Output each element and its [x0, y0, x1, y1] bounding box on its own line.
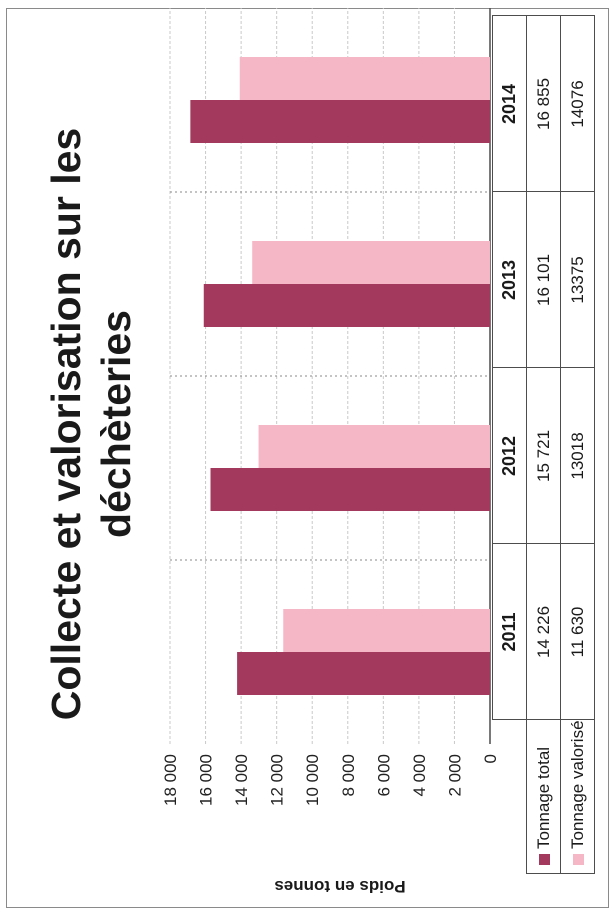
year-header: 2014 [492, 15, 527, 192]
bar-tonnage-valorise [258, 425, 490, 468]
data-cell: 14076 [560, 15, 595, 192]
data-cell: 16 101 [526, 191, 561, 368]
data-table-row-valorise: Tonnage valorisé 11 630 13018 13375 1407… [560, 15, 595, 874]
data-cell: 14 226 [526, 543, 561, 720]
data-cell: 15 721 [526, 367, 561, 544]
data-cell: 13018 [560, 367, 595, 544]
year-header: 2011 [492, 543, 527, 720]
data-cell: 16 855 [526, 15, 561, 192]
data-table-header-row: 2011 2012 2013 2014 [492, 15, 527, 874]
data-cell: 11 630 [560, 543, 595, 720]
bar-tonnage-total [237, 652, 490, 695]
y-tick-label: 16 000 [197, 754, 216, 806]
data-table-row-total: Tonnage total 14 226 15 721 16 101 16 85… [526, 15, 561, 874]
bar-tonnage-total [210, 468, 490, 511]
bar-tonnage-valorise [283, 609, 490, 652]
year-header: 2013 [492, 191, 527, 368]
legend-label-total: Tonnage total [533, 746, 553, 849]
y-tick-label: 10 000 [303, 754, 322, 806]
data-table: 2011 2012 2013 2014 Tonnage total 14 226… [492, 15, 595, 874]
y-tick-label: 18 000 [161, 754, 180, 806]
data-table-corner [492, 719, 527, 874]
y-tick-label: 0 [481, 754, 500, 763]
legend-label-valorise: Tonnage valorisé [567, 720, 587, 849]
legend-entry-total: Tonnage total [526, 719, 561, 874]
data-cell: 13375 [560, 191, 595, 368]
bar-tonnage-total [190, 100, 490, 143]
year-header: 2012 [492, 367, 527, 544]
y-tick-label: 14 000 [232, 754, 251, 806]
y-tick-label: 12 000 [268, 754, 287, 806]
bar-tonnage-valorise [252, 241, 490, 284]
y-tick-label: 6 000 [374, 754, 393, 797]
bar-tonnage-valorise [239, 57, 490, 100]
y-tick-label: 4 000 [410, 754, 429, 797]
y-tick-label: 2 000 [445, 754, 464, 797]
legend-entry-valorise: Tonnage valorisé [560, 719, 595, 874]
bar-tonnage-total [203, 284, 490, 327]
legend-swatch-valorise [572, 854, 584, 865]
y-tick-label: 8 000 [339, 754, 358, 797]
legend-swatch-total [538, 854, 550, 865]
